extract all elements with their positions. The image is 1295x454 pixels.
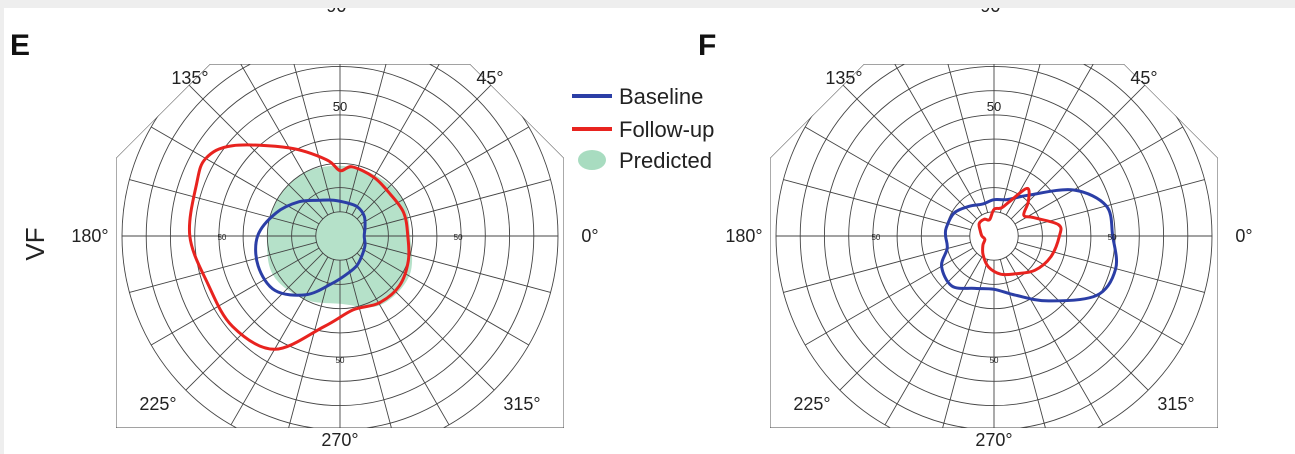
angle-label-0-f: 0°: [1235, 226, 1252, 246]
ring-label-50-bottom-f: 50: [990, 356, 999, 365]
spoke-e: [230, 64, 329, 216]
spoke-e: [351, 256, 450, 426]
spoke-f: [1010, 252, 1149, 391]
ring-label-50-right-e: 50: [454, 233, 463, 242]
spoke-f: [839, 252, 978, 391]
spoke-e: [129, 241, 317, 293]
spoke-e: [363, 241, 551, 293]
angle-label-270-e: 270°: [321, 430, 358, 450]
panel-label-f: F: [698, 29, 716, 62]
figure-frame: E F VF 50 50 50 50 0° 45° 90° 135° 180° 225° 270° 3…: [4, 8, 1295, 454]
spoke-e: [360, 247, 530, 346]
series-baseline-line-e: [254, 198, 367, 297]
spoke-f: [937, 259, 989, 428]
spoke-e: [356, 81, 495, 220]
spoke-e: [230, 256, 329, 426]
angle-label-315-f: 315°: [1157, 394, 1194, 414]
ring-label-50-top-e: 50: [333, 99, 347, 114]
angle-label-270-f: 270°: [975, 430, 1012, 450]
series-lines-f: [940, 186, 1119, 303]
angle-label-90-f: 90°: [980, 8, 1007, 16]
spoke-e: [356, 252, 495, 391]
angle-label-180-e: 180°: [71, 226, 108, 246]
series-follow-up-line-f: [977, 186, 1063, 277]
angle-label-45-e: 45°: [476, 68, 503, 88]
spoke-f: [1005, 256, 1104, 426]
angle-label-0-e: 0°: [581, 226, 598, 246]
spoke-f: [884, 64, 983, 216]
spoke-e: [283, 259, 335, 428]
spoke-e: [283, 64, 335, 213]
spoke-f: [804, 126, 974, 225]
spoke-f: [884, 256, 983, 426]
spoke-e: [363, 179, 551, 231]
grid-e: [116, 64, 564, 428]
series-follow-up-line-e: [187, 143, 411, 351]
ring-f: [969, 211, 1019, 261]
spoke-f: [783, 179, 971, 231]
legend-predicted-label: Predicted: [619, 148, 712, 173]
angle-label-90-e: 90°: [326, 8, 353, 16]
ring-label-50-right-f: 50: [1108, 233, 1117, 242]
legend: Baseline Follow-up Predicted: [572, 84, 714, 173]
legend-followup-label: Follow-up: [619, 117, 714, 142]
spoke-f: [1010, 81, 1149, 220]
angle-label-45-f: 45°: [1130, 68, 1157, 88]
legend-predicted-swatch: [578, 150, 606, 170]
spoke-e: [150, 247, 320, 346]
row-label-vf: VF: [20, 227, 50, 260]
spoke-e: [185, 252, 324, 391]
angle-label-315-e: 315°: [503, 394, 540, 414]
angle-label-180-f: 180°: [725, 226, 762, 246]
ring-label-50-left-e: 50: [217, 233, 226, 242]
spoke-f: [1014, 247, 1184, 346]
spoke-e: [150, 126, 320, 225]
spoke-f: [999, 259, 1051, 428]
polar-plot-f: 50 50 50 50 0° 45° 90° 135° 180° 225° 270° 315°: [725, 8, 1252, 450]
angle-label-135-e: 135°: [171, 68, 208, 88]
spoke-f: [783, 241, 971, 293]
series-lines-e: [187, 143, 411, 351]
angle-label-225-e: 225°: [139, 394, 176, 414]
angle-label-135-f: 135°: [825, 68, 862, 88]
spoke-f: [1014, 126, 1184, 225]
spoke-f: [937, 64, 989, 213]
spoke-f: [1005, 64, 1104, 216]
ring-label-50-bottom-e: 50: [336, 356, 345, 365]
polar-plot-e: 50 50 50 50 0° 45° 90° 135° 180° 225° 270° 315°: [71, 8, 598, 450]
spoke-f: [999, 64, 1051, 213]
spoke-e: [351, 64, 450, 216]
panel-label-e: E: [10, 29, 30, 62]
spoke-f: [804, 247, 974, 346]
spoke-e: [345, 259, 397, 428]
series-baseline-line-f: [940, 188, 1119, 303]
figure-canvas: E F VF 50 50 50 50 0° 45° 90° 135° 180° 225° 270° 3…: [10, 8, 1253, 450]
spoke-e: [129, 179, 317, 231]
spoke-f: [1017, 241, 1205, 293]
ring-label-50-top-f: 50: [987, 99, 1001, 114]
spoke-e: [345, 64, 397, 213]
spoke-e: [185, 81, 324, 220]
ring-label-50-left-f: 50: [871, 233, 880, 242]
angle-label-225-f: 225°: [793, 394, 830, 414]
legend-baseline-label: Baseline: [619, 84, 703, 109]
spoke-f: [839, 81, 978, 220]
spoke-e: [360, 126, 530, 225]
